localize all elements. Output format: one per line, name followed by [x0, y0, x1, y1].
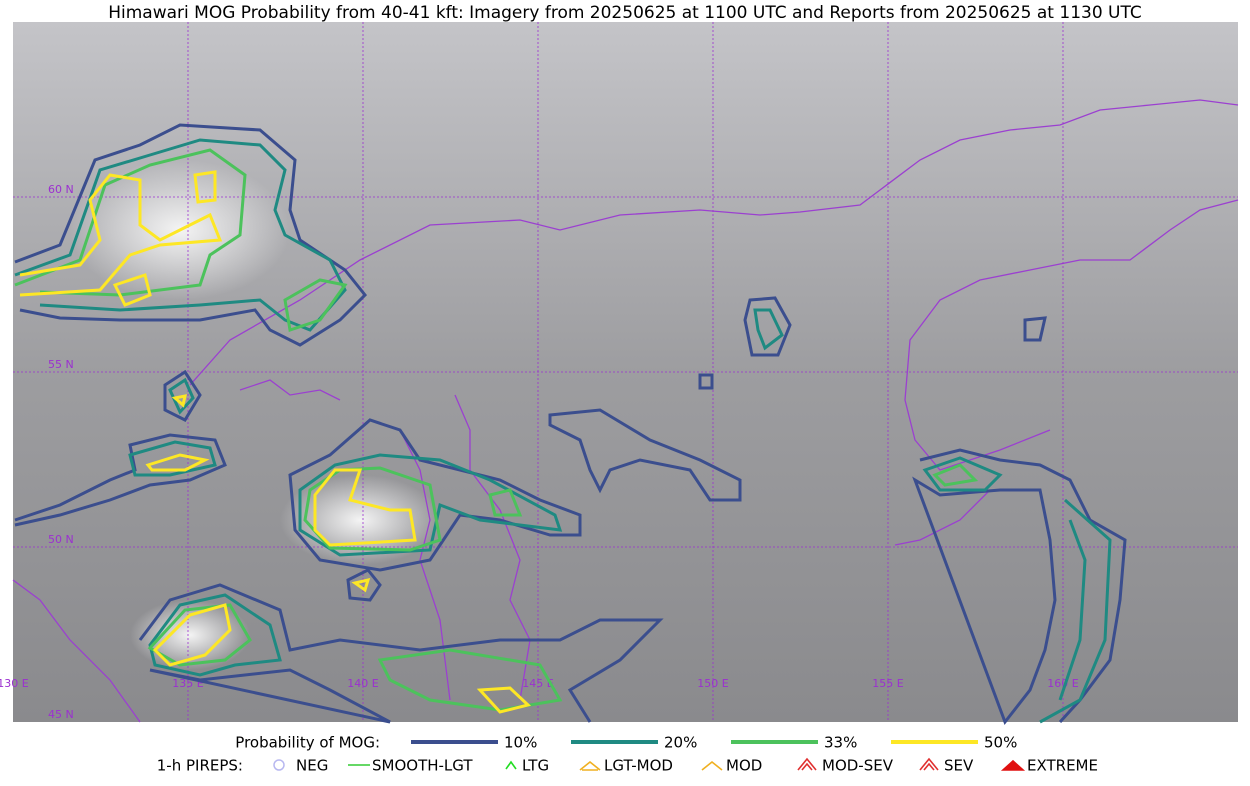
- lon-label: 155 E: [872, 677, 903, 690]
- lat-label: 60 N: [48, 183, 74, 196]
- lon-label: 140 E: [347, 677, 378, 690]
- legend: Probability of MOG: 10% 20% 33% 50% 1-h PIREP…: [157, 734, 1098, 775]
- legend-label: 50%: [984, 734, 1017, 752]
- legend-label: LTG: [522, 757, 549, 775]
- lon-label: 130 E: [0, 677, 29, 690]
- legend-marker: [797, 757, 817, 771]
- legend-marker: [273, 759, 285, 771]
- legend-title: 1-h PIREPS:: [157, 757, 243, 775]
- legend-label: 33%: [824, 734, 857, 752]
- legend-marker: [919, 757, 939, 771]
- lat-label: 45 N: [48, 708, 74, 721]
- legend-label: LGT-MOD: [604, 757, 673, 775]
- legend-label: 10%: [504, 734, 537, 752]
- lat-label: 55 N: [48, 358, 74, 371]
- legend-marker: [505, 760, 517, 770]
- legend-label: MOD: [726, 757, 762, 775]
- legend-label: MOD-SEV: [822, 757, 894, 775]
- legend-label: EXTREME: [1027, 757, 1098, 775]
- legend-marker: [701, 760, 723, 771]
- legend-marker: [579, 760, 601, 771]
- legend-label: 20%: [664, 734, 697, 752]
- lon-label: 160 E: [1047, 677, 1078, 690]
- lon-label: 145 E: [522, 677, 553, 690]
- mog-contours: [14, 123, 1127, 726]
- legend-label: NEG: [296, 757, 328, 775]
- lat-label: 50 N: [48, 533, 74, 546]
- legend-label: SEV: [944, 757, 974, 775]
- legend-title: Probability of MOG:: [235, 734, 380, 752]
- lon-label: 150 E: [697, 677, 728, 690]
- title: Himawari MOG Probability from 40-41 kft:…: [108, 3, 1142, 23]
- legend-label: SMOOTH-LGT: [372, 757, 473, 775]
- legend-marker: [1000, 759, 1026, 771]
